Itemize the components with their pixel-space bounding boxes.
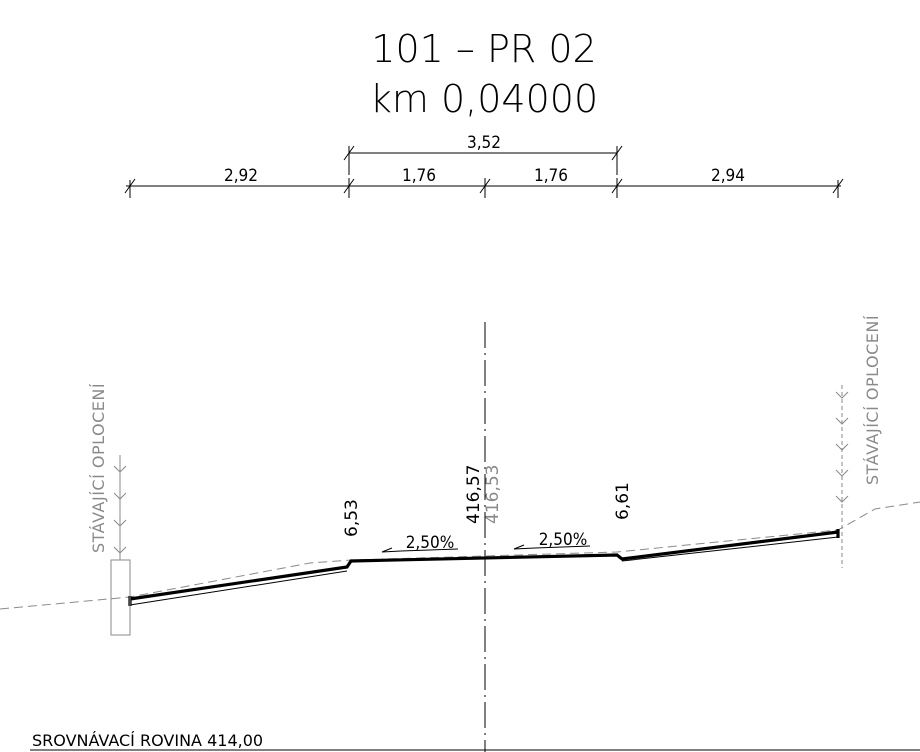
slope-right-underline [534, 545, 591, 549]
existing-terrain-line [0, 501, 920, 610]
dim-tick [343, 145, 355, 161]
fence-right-mark [835, 495, 849, 503]
fence-left-label: STÁVAJÍCÍ OPLOCENÍ [89, 383, 108, 553]
road-edge-line [129, 570, 348, 606]
dim-text-right-lane: 1,76 [534, 166, 568, 186]
dim-tick [343, 178, 355, 194]
datum-label: SROVNÁVACÍ ROVINA 414,00 [32, 731, 263, 750]
road-top-line [129, 530, 839, 601]
level-axis-design: 416,57 [464, 465, 484, 524]
road-edge-line [621, 536, 839, 562]
dimension-chain: 3,52 2,92 1,76 1,76 2,94 [124, 133, 844, 198]
slope-left-underline [400, 548, 459, 552]
level-right-edge: 6,61 [613, 482, 633, 520]
dim-text-right-shoulder: 2,94 [711, 166, 745, 186]
fence-right-label: STÁVAJÍCÍ OPLOCENÍ [863, 315, 882, 485]
fence-right-mark [835, 469, 849, 477]
fence-right-mark [835, 417, 849, 425]
slope-left-text: 2,50% [406, 533, 455, 553]
fence-right: STÁVAJÍCÍ OPLOCENÍ [835, 315, 882, 568]
fence-left-mark [113, 519, 127, 527]
dim-tick [832, 178, 844, 194]
level-axis-existing: 416,53 [483, 465, 503, 524]
dim-text-left-shoulder: 2,92 [224, 166, 258, 186]
title-line-2: km 0,04000 [370, 77, 598, 121]
fence-left: STÁVAJÍCÍ OPLOCENÍ [89, 383, 131, 636]
slope-left: 2,50% [381, 533, 459, 553]
slope-right-text: 2,50% [539, 530, 588, 550]
dim-tick [479, 178, 491, 194]
dim-text-overall: 3,52 [467, 133, 501, 153]
dim-tick [611, 178, 623, 194]
fence-left-mark [113, 465, 127, 473]
fence-left-mark [113, 492, 127, 500]
fence-left-mark [113, 546, 127, 554]
slope-right: 2,50% [513, 530, 591, 550]
level-left-edge: 6,53 [342, 499, 362, 537]
slope-right-arrow [513, 544, 536, 550]
slope-left-arrow [381, 547, 402, 553]
dim-text-left-lane: 1,76 [402, 166, 436, 186]
dim-tick [611, 145, 623, 161]
fence-right-mark [835, 391, 849, 399]
fence-right-mark [835, 443, 849, 451]
title-line-1: 101 – PR 02 [371, 27, 596, 71]
dim-tick [124, 178, 136, 194]
